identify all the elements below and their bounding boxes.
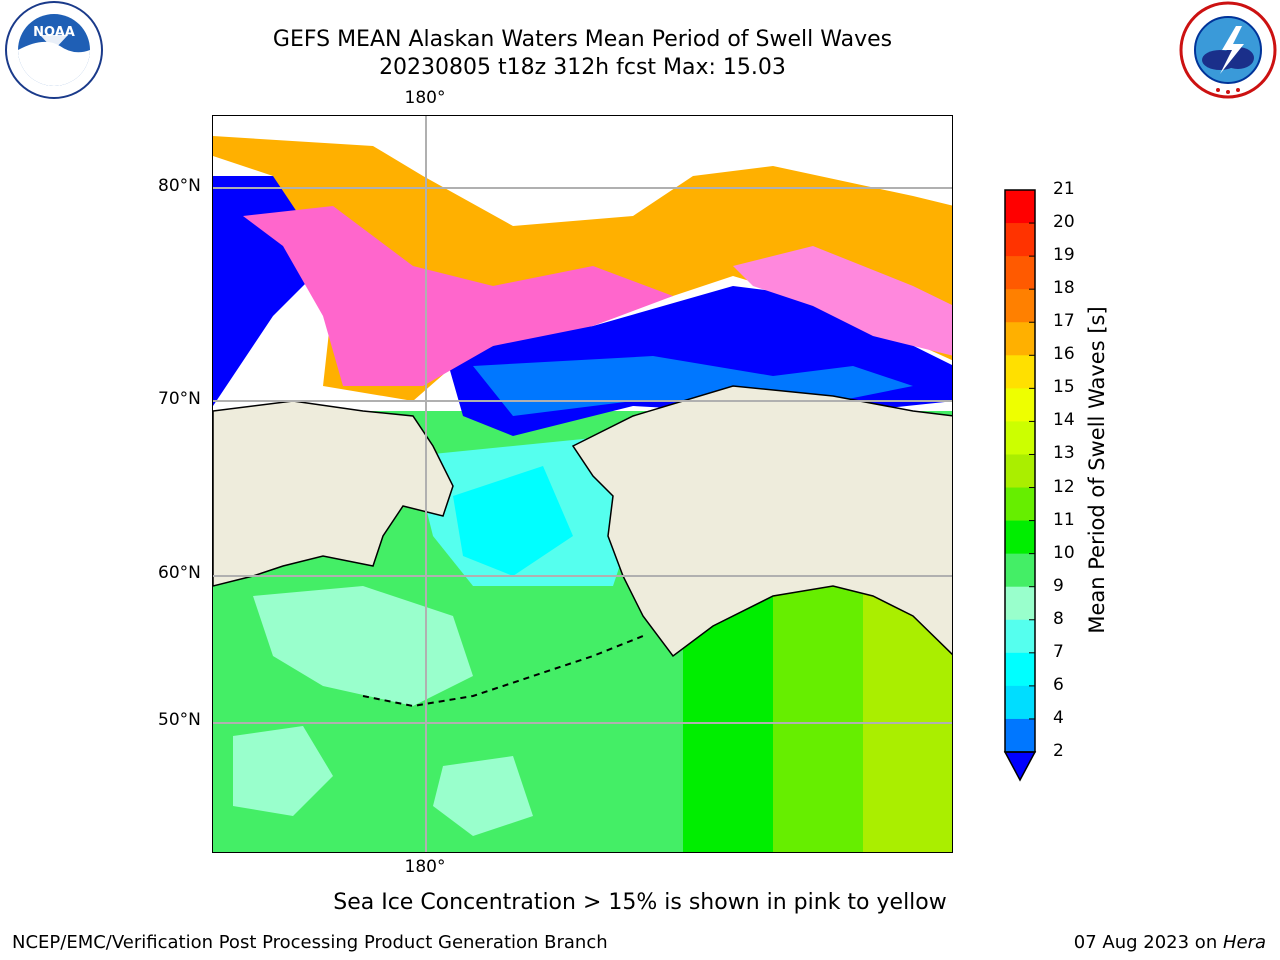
colorbar-tick-label: 18	[1053, 278, 1075, 299]
chart-subtitle: 20230805 t18z 312h fcst Max: 15.03	[379, 55, 786, 80]
colorbar	[1003, 189, 1037, 782]
sea-ice-pink-2	[733, 246, 952, 356]
lat-label-50: 50°N	[158, 710, 201, 730]
credit-right: 07 Aug 2023 on Hera	[1074, 932, 1266, 953]
colorbar-tick-label: 13	[1053, 443, 1075, 464]
colorbar-outline	[1004, 189, 1036, 753]
colorbar-tick-label: 11	[1053, 509, 1075, 530]
colorbar-tick-label: 15	[1053, 377, 1075, 398]
ice-caption: Sea Ice Concentration > 15% is shown in …	[333, 890, 947, 915]
colorbar-bin	[1005, 355, 1035, 389]
colorbar-tick-label: 17	[1053, 311, 1075, 332]
credit-left: NCEP/EMC/Verification Post Processing Pr…	[12, 932, 608, 953]
colorbar-bin	[1005, 586, 1035, 621]
colorbar-bin	[1005, 322, 1035, 356]
lon-label-bottom: 180°	[404, 857, 446, 877]
colorbar-bin	[1005, 718, 1035, 753]
ocean-patch-8s-2	[233, 726, 333, 816]
land-alaska	[571, 385, 952, 658]
colorbar-bin	[1005, 190, 1035, 224]
ocean-patch-8s-3	[433, 756, 533, 836]
credit-host: Hera	[1222, 932, 1266, 953]
graticule	[213, 116, 952, 852]
colorbar-bin	[1005, 520, 1035, 555]
colorbar-tick-label: 21	[1053, 179, 1075, 199]
noaa-logo-icon: NOAA	[5, 1, 103, 99]
chart-title: GEFS MEAN Alaskan Waters Mean Period of …	[272, 27, 893, 52]
colorbar-tick-label: 8	[1053, 608, 1064, 629]
colorbar-bin	[1005, 685, 1035, 720]
ocean-patch-8s	[253, 586, 473, 706]
colorbar-bin	[1005, 421, 1035, 455]
colorbar-tick-label: 10	[1053, 542, 1075, 563]
colorbar-tick-label: 16	[1053, 344, 1075, 365]
lat-label-60: 60°N	[158, 563, 201, 583]
colorbar-tick-label: 12	[1053, 476, 1075, 497]
svg-text:NOAA: NOAA	[33, 25, 75, 40]
lon-label-top: 180°	[404, 88, 446, 108]
colorbar-under-arrow	[1003, 751, 1037, 782]
colorbar-tick-label: 6	[1053, 674, 1064, 695]
land-siberia	[213, 400, 454, 587]
bering-cyan-2	[453, 466, 573, 576]
colorbar-bin	[1005, 256, 1035, 290]
colorbar-tick-label: 19	[1053, 245, 1075, 266]
colorbar-tick-label: 4	[1053, 707, 1064, 728]
nws-logo-icon	[1179, 1, 1277, 99]
map-panel	[212, 115, 953, 853]
swell-period-map	[213, 116, 952, 852]
colorbar-tick-label: 7	[1053, 641, 1064, 662]
colorbar-tick-label: 14	[1053, 410, 1075, 431]
colorbar-bin	[1005, 454, 1035, 489]
lat-label-80: 80°N	[158, 176, 201, 196]
colorbar-bin	[1005, 289, 1035, 323]
colorbar-tick-label: 9	[1053, 575, 1064, 596]
credit-date: 07 Aug 2023 on	[1073, 932, 1223, 953]
colorbar-bin	[1005, 487, 1035, 522]
colorbar-bin	[1005, 223, 1035, 257]
colorbar-bin	[1005, 619, 1035, 654]
colorbar-bin	[1005, 388, 1035, 422]
colorbar-tick-label: 20	[1053, 212, 1075, 233]
colorbar-label: Mean Period of Swell Waves [s]	[1085, 306, 1109, 634]
colorbar-bin	[1005, 652, 1035, 687]
colorbar-bin	[1005, 553, 1035, 588]
aleutian-islands	[362, 635, 644, 708]
sea-ice-pink	[243, 206, 673, 386]
colorbar-tick-label: 2	[1053, 741, 1064, 761]
lat-label-70: 70°N	[158, 389, 201, 409]
